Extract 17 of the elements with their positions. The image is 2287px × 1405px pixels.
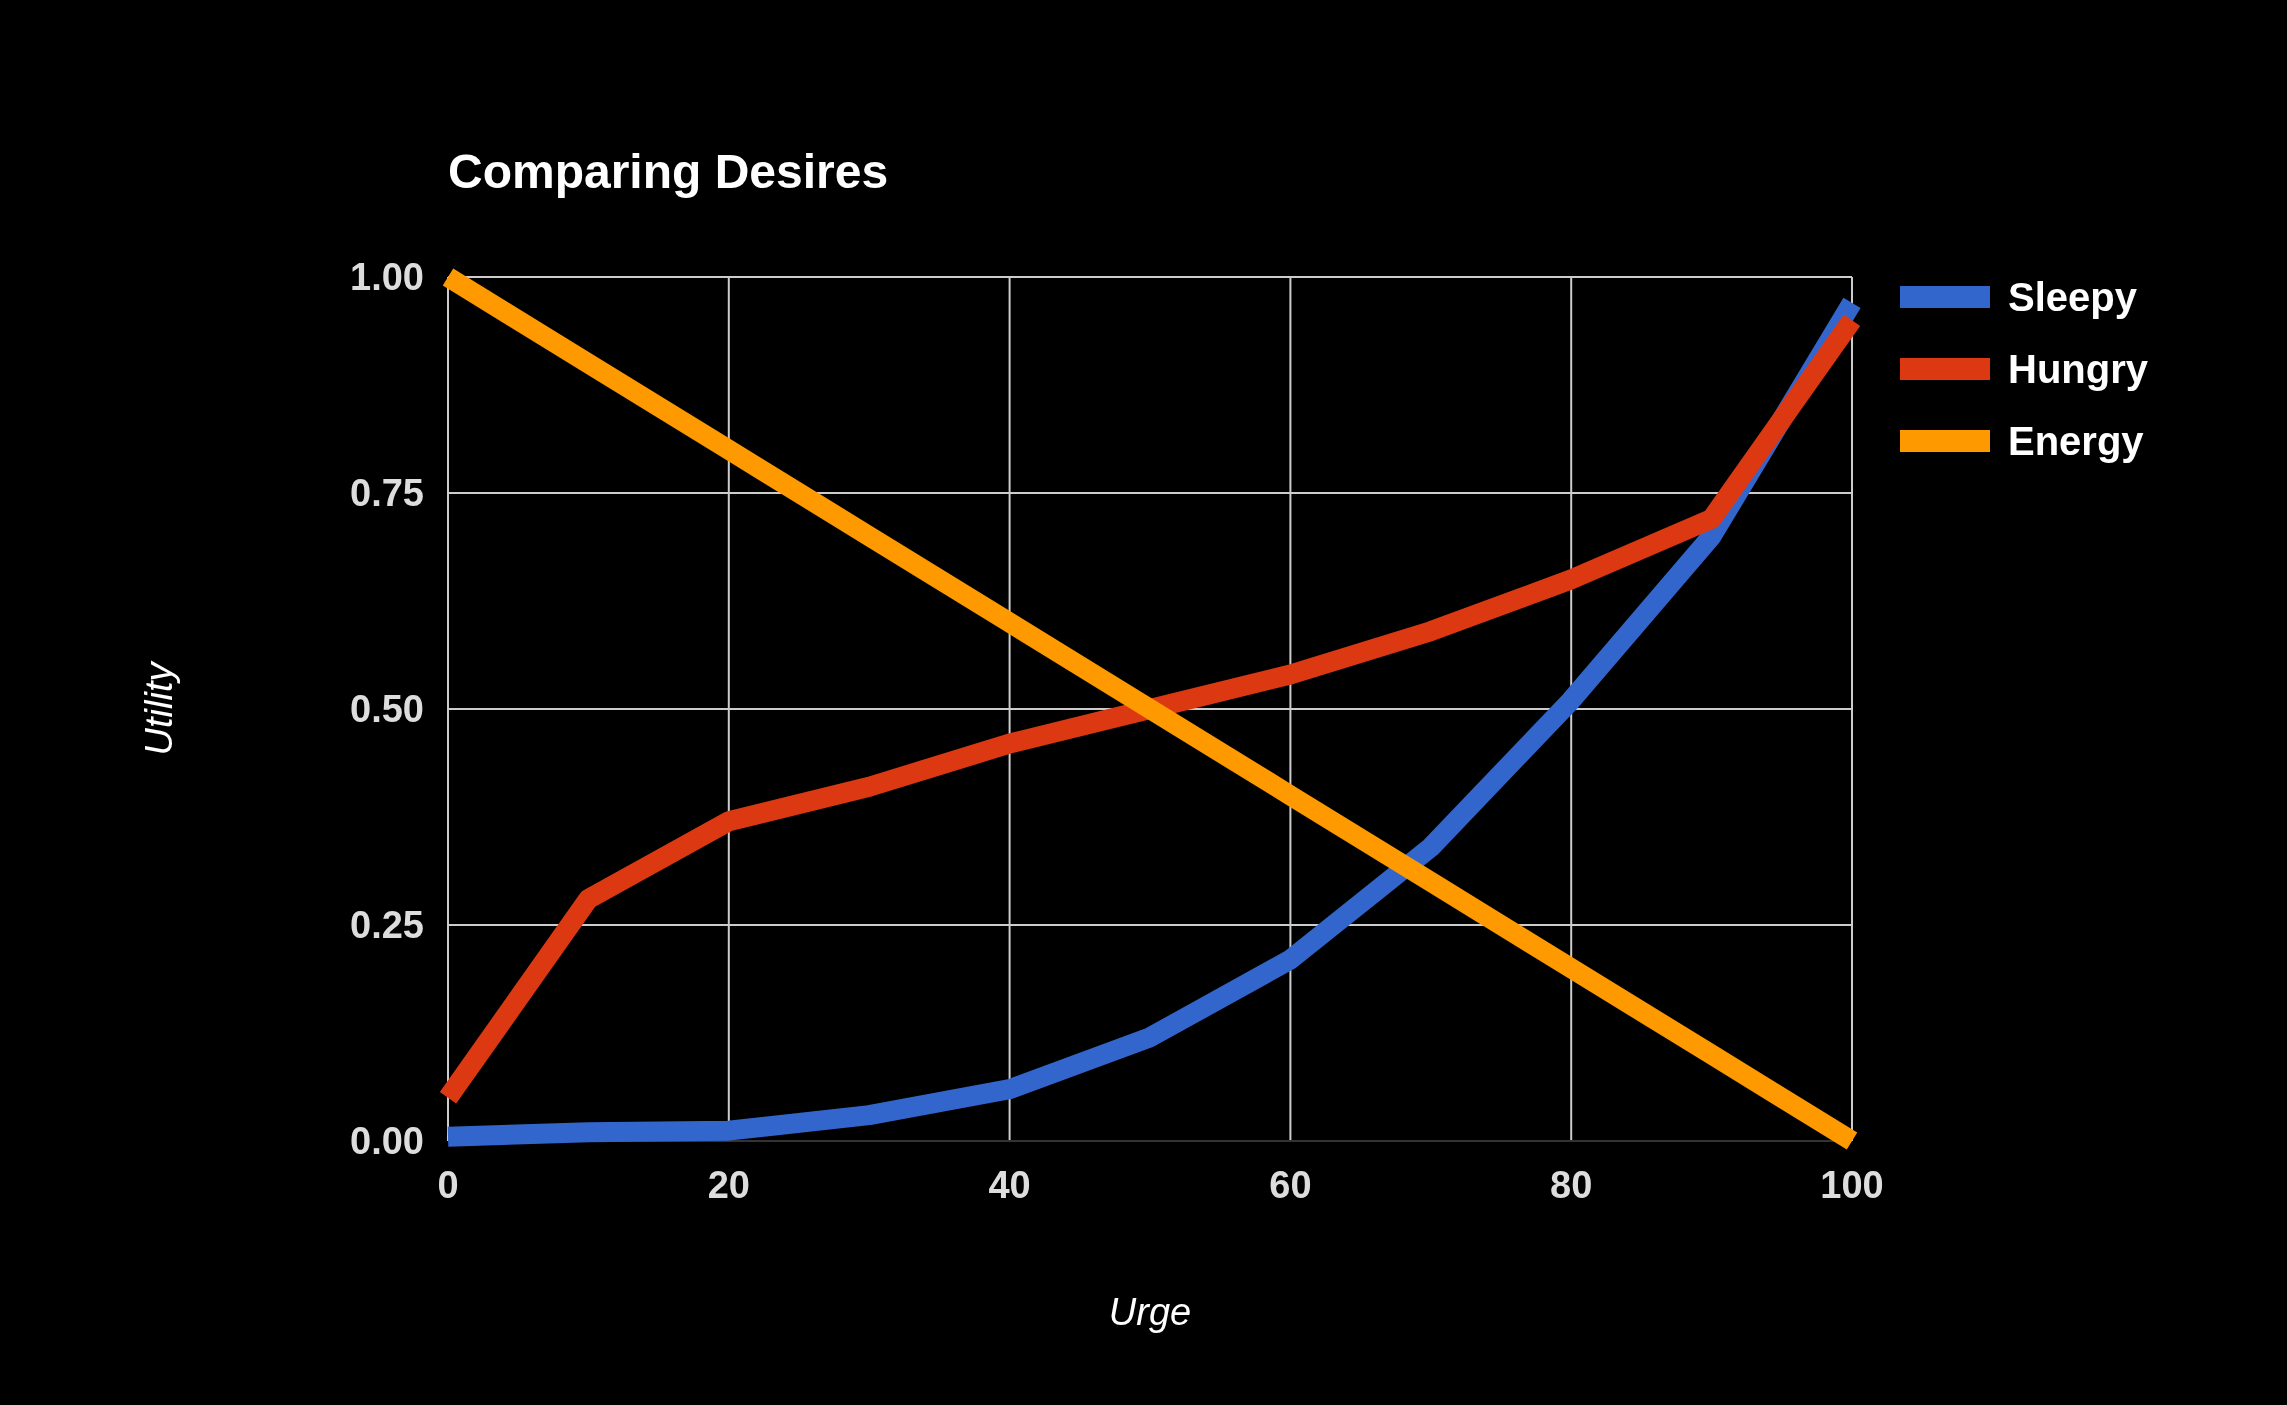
x-tick-label: 80 <box>1550 1164 1593 1206</box>
legend-label: Energy <box>2008 419 2145 463</box>
y-tick-label: 0.50 <box>350 688 424 731</box>
y-tick-label: 0.25 <box>350 904 424 947</box>
x-tick-label: 100 <box>1820 1164 1884 1206</box>
x-tick-label: 40 <box>988 1164 1031 1206</box>
y-tick-label: 1.00 <box>350 256 424 299</box>
x-axis-title: Urge <box>1108 1291 1192 1333</box>
y-tick-label: 0.00 <box>350 1120 424 1163</box>
legend-label: Hungry <box>2008 347 2149 391</box>
legend-label: Sleepy <box>2008 275 2138 319</box>
chart-title: Comparing Desires <box>448 145 889 198</box>
x-tick-label: 60 <box>1269 1164 1312 1206</box>
x-tick-label: 0 <box>437 1164 459 1206</box>
y-tick-label: 0.75 <box>350 472 424 515</box>
y-axis-title: Utility <box>138 660 180 756</box>
x-tick-label: 20 <box>707 1164 750 1206</box>
